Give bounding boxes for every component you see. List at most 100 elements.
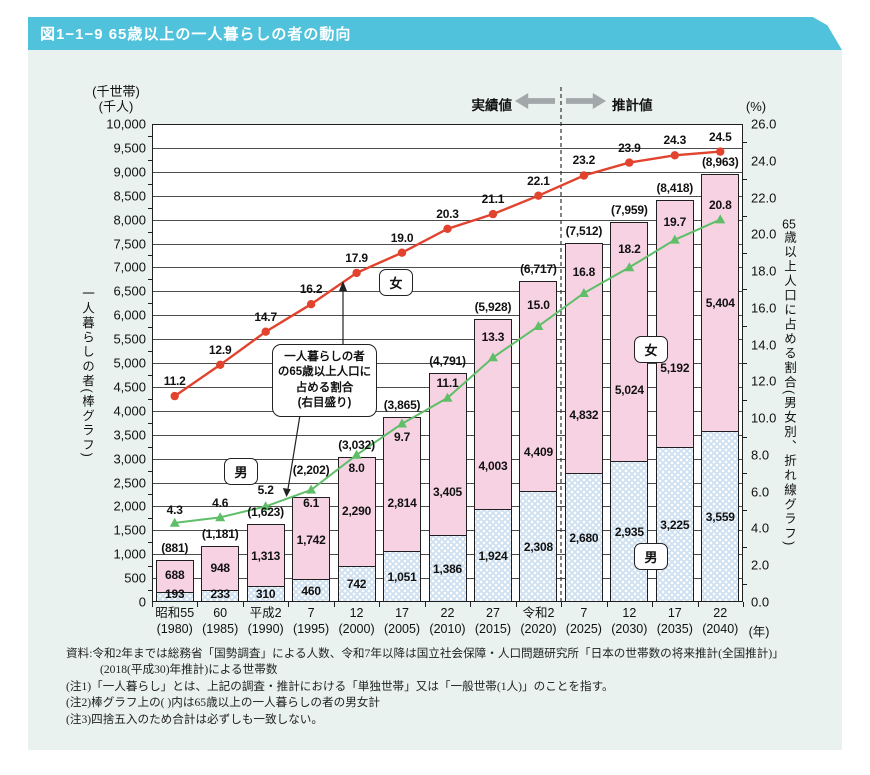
male-line-tag: 男 [224,458,258,485]
annotation-line4: (右目盛り) [297,396,352,409]
bar-total-label: (7,512) [565,223,603,238]
x-tick-label: 17 (2035) [657,606,693,637]
x-axis-tick [470,602,472,607]
right-axis-tick-label: 6.0 [751,484,770,500]
actual-values-label: 実績値 [471,98,513,113]
bar-female-segment [655,199,694,602]
right-axis-title: 65歳以上人口に占める割合(男女別、折れ線グラフ) [782,218,796,548]
bar-female-segment [564,242,603,602]
male-rate-label: 8.0 [348,460,365,475]
x-year-label: (1990) [247,621,284,636]
right-axis-minor-tick [743,510,747,512]
x-axis-tick [743,602,744,607]
x-year-label: (1995) [293,621,330,636]
female-rate-label: 19.0 [390,230,414,245]
right-axis-minor-tick [743,399,747,401]
left-axis-minor-tick [148,279,152,281]
x-axis-tick [333,602,335,607]
bar-total-label: (4,791) [429,353,466,368]
left-axis-tick-label: 7,000 [113,259,146,275]
female-rate-label: 14.7 [254,309,277,324]
left-axis-tick-label: 4,000 [113,403,146,419]
source-line-2: (2018(平成30)年推計)による世帯数 [100,663,278,677]
left-axis-minor-tick [148,590,152,592]
left-axis-minor-tick [148,183,152,185]
bar-male-segment [202,589,239,601]
x-axis-tick [697,602,699,607]
left-axis-tick-label: 1,000 [113,546,146,562]
annotation-line3: 占める割合 [295,381,354,394]
left-axis-minor-tick [148,351,152,353]
left-axis-tick-label: 2,000 [113,498,146,514]
female-rate-label: 20.3 [436,206,459,221]
left-axis-tick-label: 6,000 [113,307,146,323]
female-rate-label: 16.2 [299,282,323,297]
left-axis-minor-tick [148,207,152,209]
left-axis-tick-label: 5,500 [113,331,146,347]
gridline [153,195,742,197]
left-axis-minor-tick [148,470,152,472]
left-axis-minor-tick [148,159,152,161]
bar-female-segment [246,524,285,602]
male-value-label: 1,386 [432,561,463,576]
right-axis-tick-label: 16.0 [751,300,777,316]
x-era-label: 平成2 [249,606,282,620]
female-value-label: 4,003 [478,459,508,473]
male-value-label: 3,225 [660,517,690,532]
x-axis-tick [515,602,517,607]
bar-male-segment [384,550,421,601]
bar-total-label: (3,865) [383,398,421,413]
x-era-label: 17 [667,606,682,620]
x-axis-tick [152,602,153,607]
right-axis-minor-tick [743,179,747,181]
left-axis-tick-label: 9,500 [113,140,146,156]
right-axis-tick-label: 22.0 [751,190,777,206]
right-axis-tick-label: 24.0 [751,153,777,169]
x-axis-tick [561,602,563,607]
bar-female-segment [155,559,194,602]
left-axis-minor-tick [148,398,152,400]
male-rate-label: 6.1 [303,495,320,510]
x-tick-label: 12 (2000) [338,606,374,637]
male-rate-label: 16.8 [572,265,596,280]
gridline [153,291,742,293]
male-rate-label: 5.2 [257,483,274,498]
right-axis-tick-label: 10.0 [751,410,777,426]
female-value-label: 2,814 [387,496,417,510]
left-axis-minor-tick [148,422,152,424]
x-tick-label: 令和2 (2020) [520,606,556,637]
left-axis-unit: (千世帯) (千人) [84,84,148,114]
female-value-label: 4,832 [569,408,599,422]
bar-total-label: (8,963) [701,154,739,169]
male-value-label: 1,924 [478,549,508,564]
female-value-label: 5,404 [705,296,735,310]
left-axis-minor-tick [148,135,152,137]
x-tick-label: 平成2 (1990) [248,606,284,637]
left-axis-minor-tick [148,374,152,376]
bar-total-label: (8,418) [656,180,694,195]
right-axis-minor-tick [743,473,747,475]
male-value-label: 742 [346,577,367,592]
female-value-label: 3,405 [432,485,463,499]
male-rate-label: 4.6 [212,496,229,511]
right-axis-minor-tick [743,142,747,144]
x-axis-unit: (年) [748,625,770,639]
x-era-label: 22 [713,606,728,620]
male-rate-label: 11.1 [436,375,459,390]
right-axis-tick-label: 18.0 [751,263,777,279]
x-tick-label: 22 (2010) [429,606,465,637]
x-year-label: (2020) [520,621,557,636]
figure-title: 図1−1−9 65歳以上の一人暮らしの者の動向 [40,26,352,43]
male-value-label: 460 [301,584,321,598]
female-rate-label: 22.1 [527,173,550,188]
bar-male-segment [474,509,511,601]
x-year-label: (2025) [565,621,602,636]
x-tick-label: 昭和55 (1980) [155,606,194,637]
left-axis-tick-label: 7,500 [113,236,146,251]
left-axis-minor-tick [148,566,152,568]
gridline [153,267,742,269]
x-tick-label: 12 (2030) [611,606,647,637]
left-axis-minor-tick [148,446,152,448]
left-axis-minor-tick [148,518,152,520]
